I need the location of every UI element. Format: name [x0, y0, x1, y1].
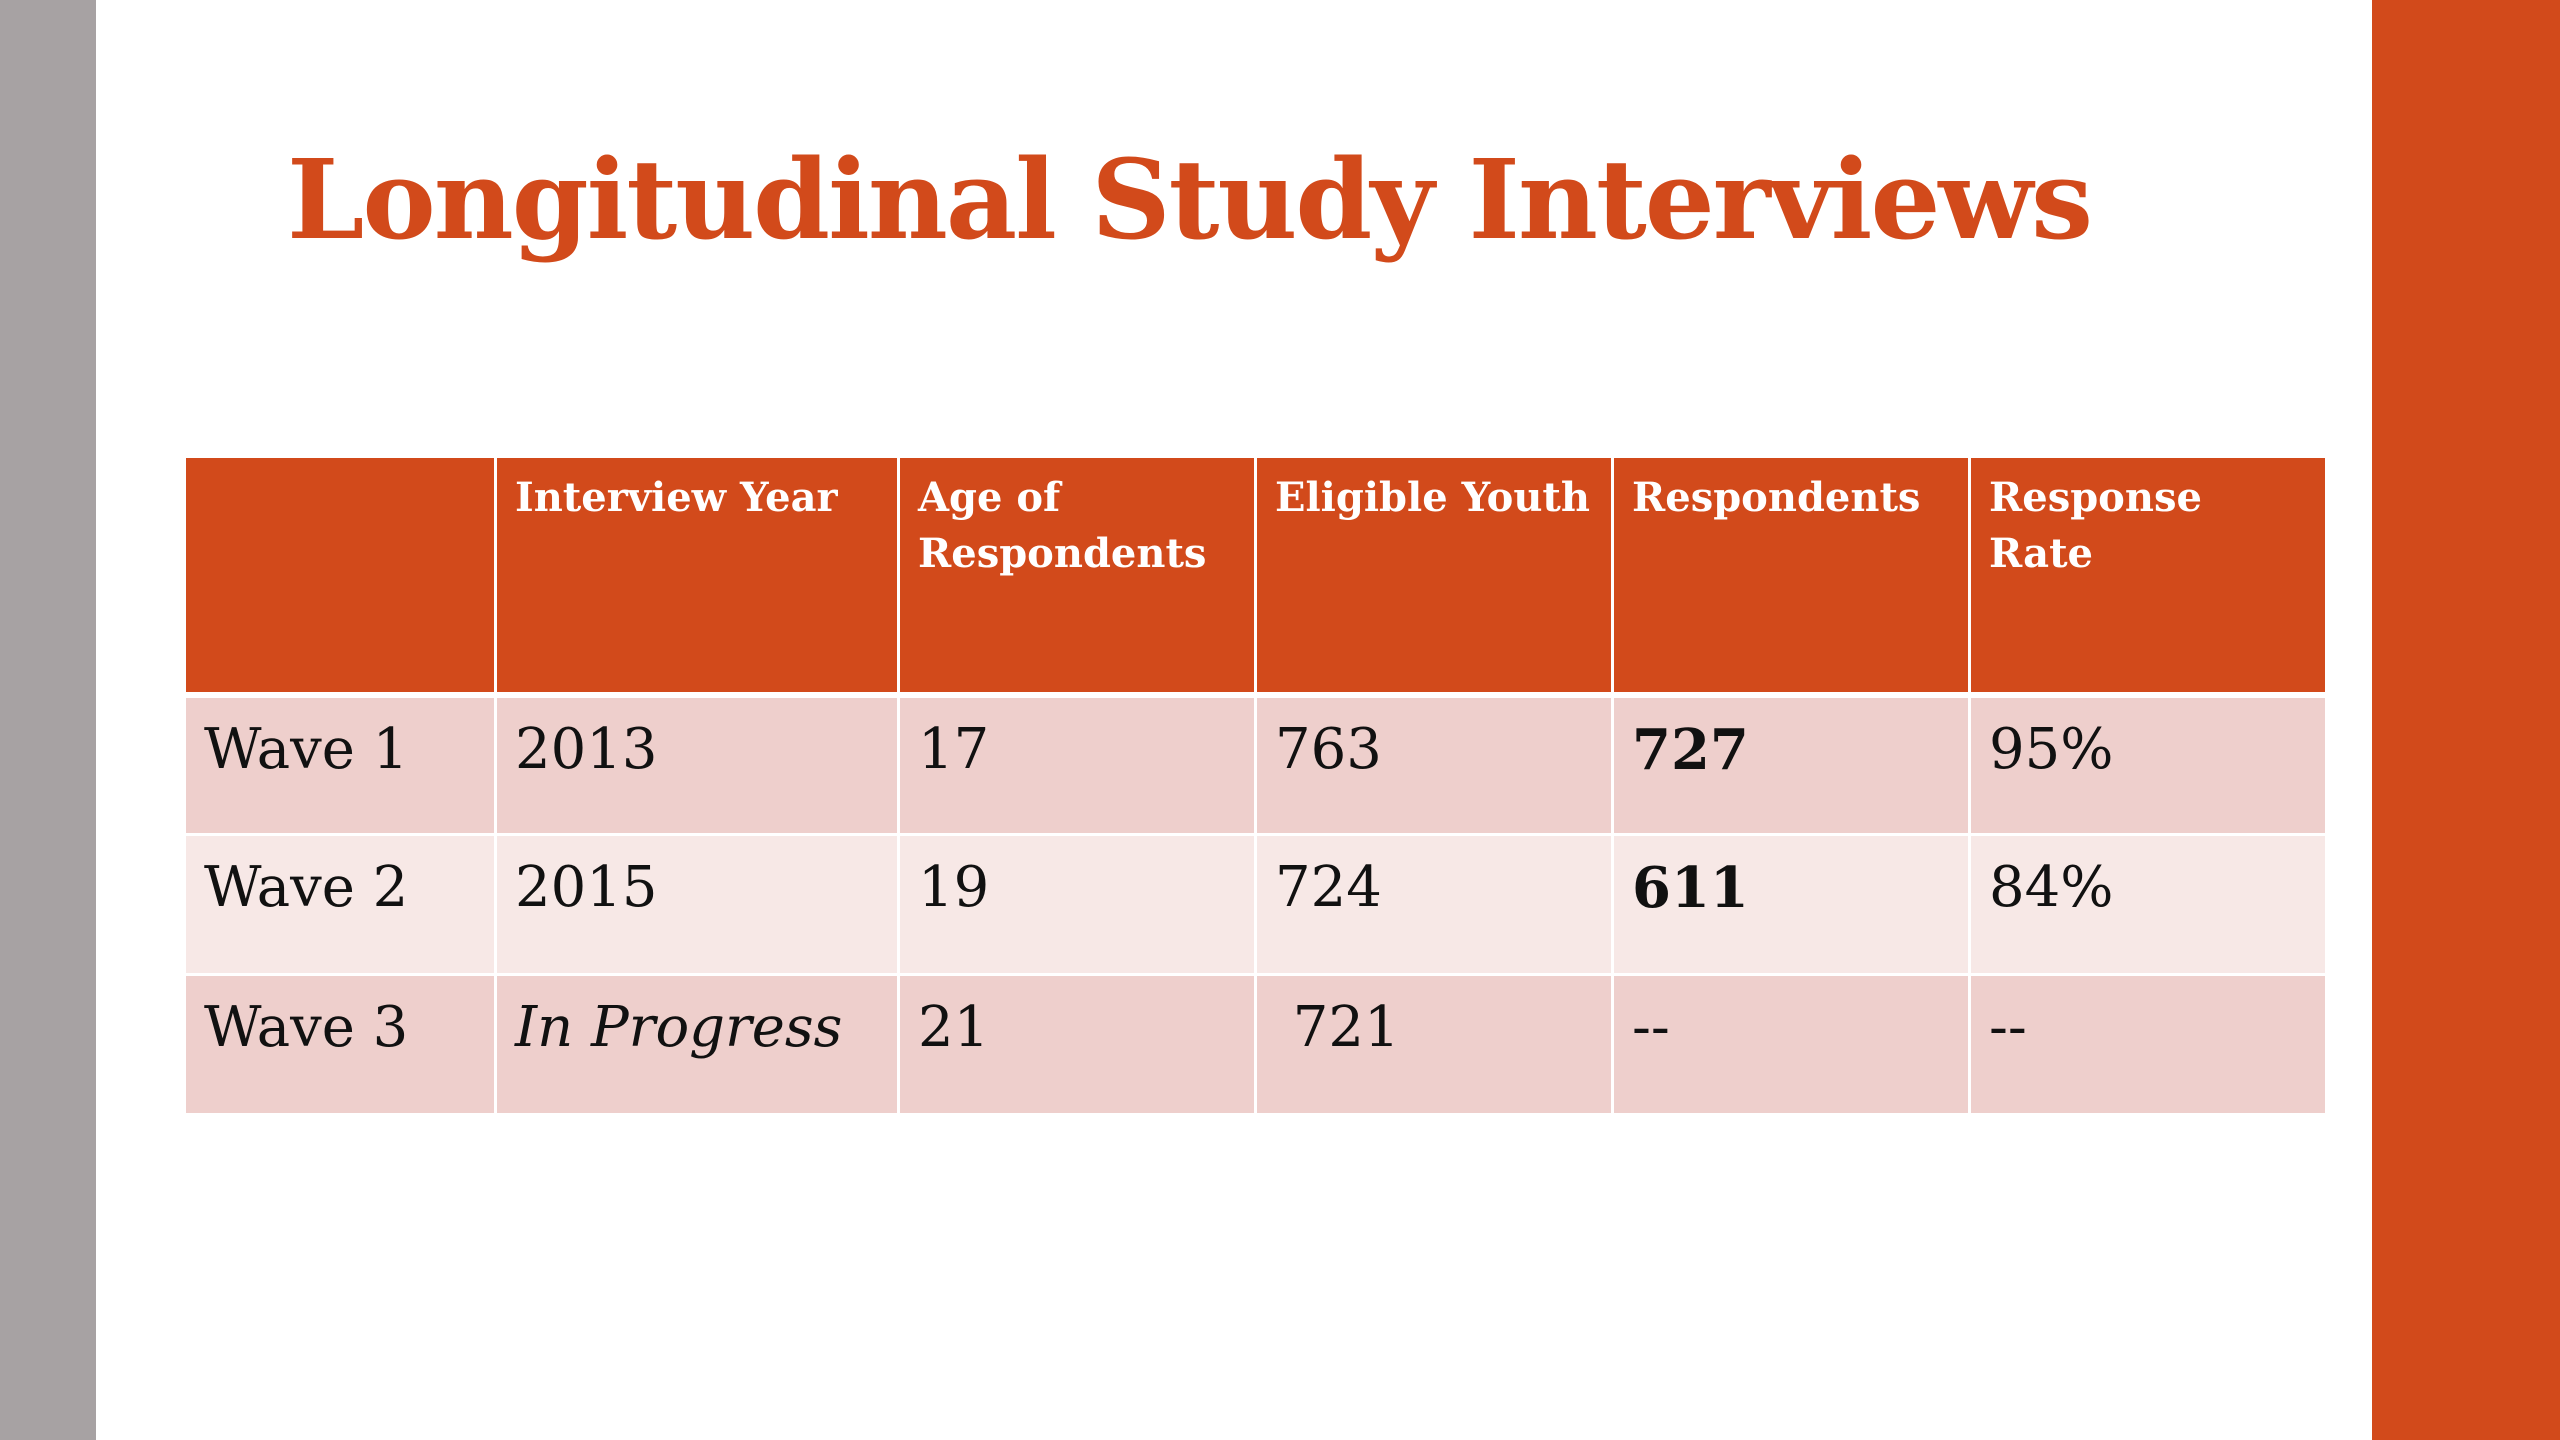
cell-eligible: 724 [1254, 833, 1614, 976]
left-accent-bar [0, 0, 96, 1440]
header-response-rate: Response Rate [1968, 455, 2328, 698]
cell-wave: Wave 1 [183, 693, 497, 836]
header-interview-year: Interview Year [494, 455, 900, 698]
cell-eligible: 721 [1254, 973, 1614, 1116]
header-respondents: Respondents [1611, 455, 1971, 698]
cell-age: 21 [897, 973, 1257, 1116]
cell-wave: Wave 2 [183, 833, 497, 976]
header-row: Interview Year Age of Respondents Eligib… [183, 455, 2328, 698]
table-row: Wave 2 2015 19 724 611 84% [183, 833, 2328, 976]
cell-eligible: 763 [1254, 693, 1614, 836]
cell-wave: Wave 3 [183, 973, 497, 1116]
table-header: Interview Year Age of Respondents Eligib… [183, 455, 2328, 698]
table-body: Wave 1 2013 17 763 727 95% Wave 2 2015 1… [183, 693, 2328, 1116]
table-row: Wave 1 2013 17 763 727 95% [183, 693, 2328, 836]
slide-title: Longitudinal Study Interviews [287, 135, 2093, 264]
cell-respondents: 727 [1611, 693, 1971, 836]
header-age-of-respondents: Age of Respondents [897, 455, 1257, 698]
header-blank [183, 455, 497, 698]
table-row: Wave 3 In Progress 21 721 -- -- [183, 973, 2328, 1116]
cell-year: 2013 [494, 693, 900, 836]
right-accent-bar [2372, 0, 2560, 1440]
cell-rate: 84% [1968, 833, 2328, 976]
cell-respondents: 611 [1611, 833, 1971, 976]
cell-age: 17 [897, 693, 1257, 836]
cell-rate: -- [1968, 973, 2328, 1116]
cell-year: 2015 [494, 833, 900, 976]
cell-respondents: -- [1611, 973, 1971, 1116]
study-table-container: Interview Year Age of Respondents Eligib… [183, 455, 2328, 1116]
header-eligible-youth: Eligible Youth [1254, 455, 1614, 698]
cell-age: 19 [897, 833, 1257, 976]
cell-rate: 95% [1968, 693, 2328, 836]
cell-year: In Progress [494, 973, 900, 1116]
study-table: Interview Year Age of Respondents Eligib… [183, 455, 2328, 1116]
